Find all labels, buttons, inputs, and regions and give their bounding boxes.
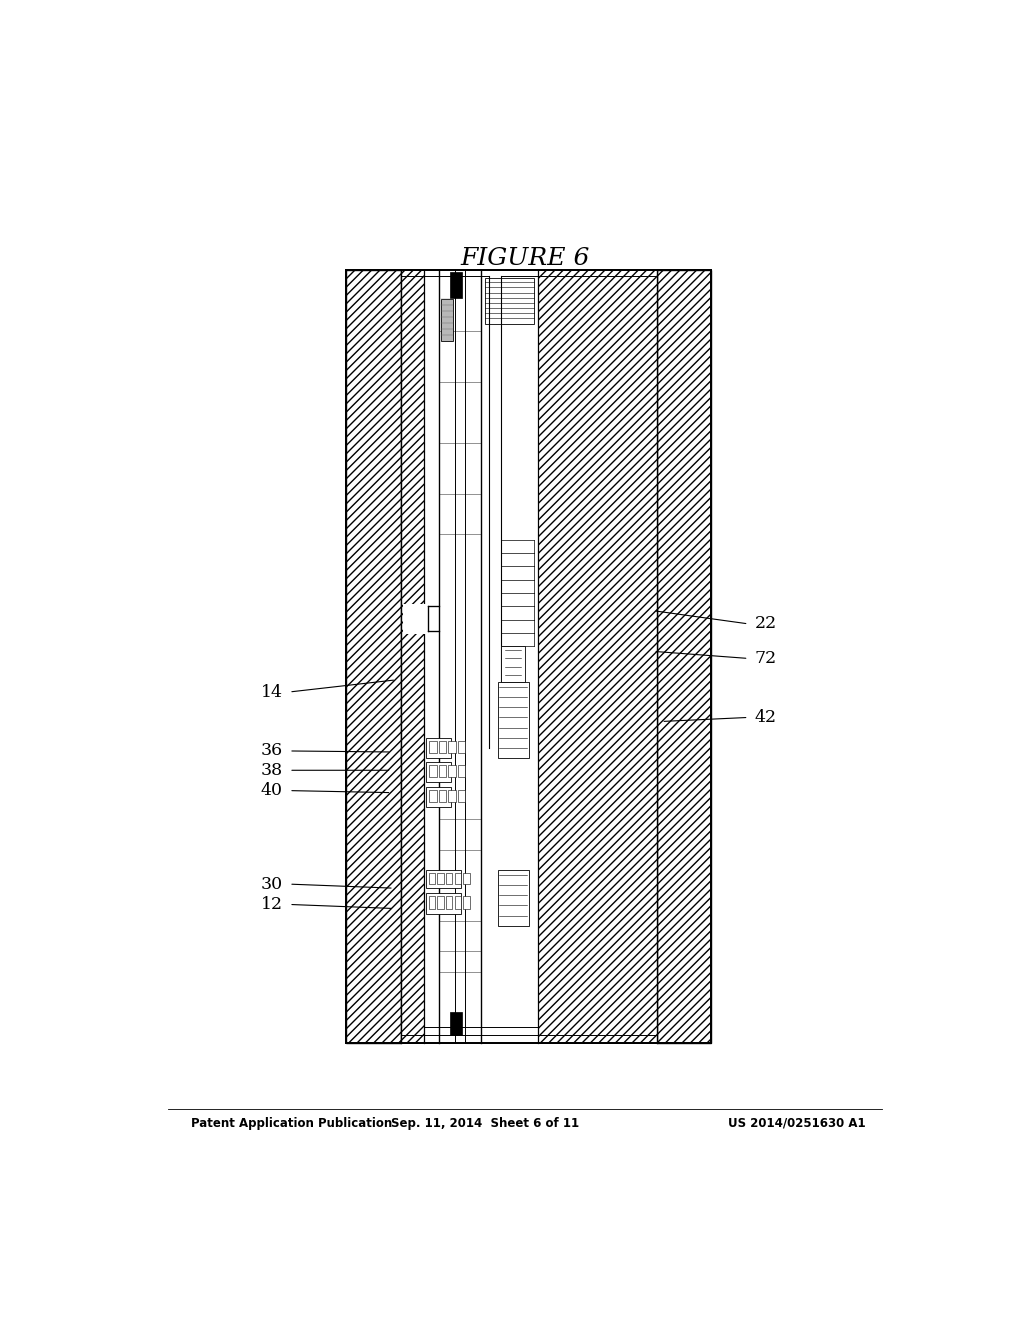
Bar	[484, 279, 534, 325]
Text: 42: 42	[755, 709, 777, 726]
Bar	[439, 271, 481, 1043]
Bar	[450, 272, 462, 297]
Bar	[455, 896, 461, 908]
Bar	[502, 647, 525, 682]
Bar	[481, 271, 538, 1043]
Bar	[346, 271, 401, 1043]
Bar	[458, 741, 465, 752]
Bar	[464, 896, 470, 908]
Bar	[401, 271, 424, 1043]
Bar	[346, 271, 712, 1043]
Bar	[464, 873, 470, 884]
Bar	[426, 894, 461, 913]
Bar	[426, 787, 451, 807]
Bar	[446, 896, 453, 908]
Text: Sep. 11, 2014  Sheet 6 of 11: Sep. 11, 2014 Sheet 6 of 11	[391, 1117, 580, 1130]
Bar	[439, 766, 446, 777]
Bar	[429, 873, 435, 884]
Bar	[424, 271, 439, 1043]
Bar	[455, 873, 461, 884]
Text: 36: 36	[261, 742, 283, 759]
Bar	[538, 271, 656, 1043]
Bar	[429, 741, 436, 752]
Bar	[458, 766, 465, 777]
Bar	[446, 873, 453, 884]
Text: 38: 38	[261, 762, 283, 779]
Bar	[346, 271, 401, 1043]
Bar	[449, 741, 456, 752]
Bar	[656, 271, 712, 1043]
Bar	[429, 789, 436, 801]
Bar	[429, 896, 435, 908]
Bar	[449, 766, 456, 777]
Bar	[449, 789, 456, 801]
Bar	[437, 896, 443, 908]
Bar	[402, 603, 437, 634]
Text: 40: 40	[261, 783, 283, 799]
Text: 22: 22	[755, 615, 777, 632]
Text: Patent Application Publication: Patent Application Publication	[191, 1117, 393, 1130]
Bar	[439, 789, 446, 801]
Bar	[498, 870, 529, 925]
Text: US 2014/0251630 A1: US 2014/0251630 A1	[728, 1117, 866, 1130]
Bar	[429, 766, 436, 777]
Text: 14: 14	[261, 684, 283, 701]
Bar	[488, 276, 502, 748]
Bar	[458, 789, 465, 801]
Bar	[450, 1012, 462, 1035]
Text: 72: 72	[755, 649, 777, 667]
Bar	[440, 298, 453, 342]
Text: FIGURE 6: FIGURE 6	[460, 247, 590, 269]
Bar	[426, 870, 461, 888]
Bar	[498, 682, 529, 758]
Bar	[656, 271, 712, 1043]
Bar	[437, 873, 443, 884]
Text: 12: 12	[261, 896, 283, 913]
Bar	[426, 738, 451, 758]
Bar	[439, 741, 446, 752]
Text: 30: 30	[261, 875, 283, 892]
Bar	[426, 762, 451, 783]
